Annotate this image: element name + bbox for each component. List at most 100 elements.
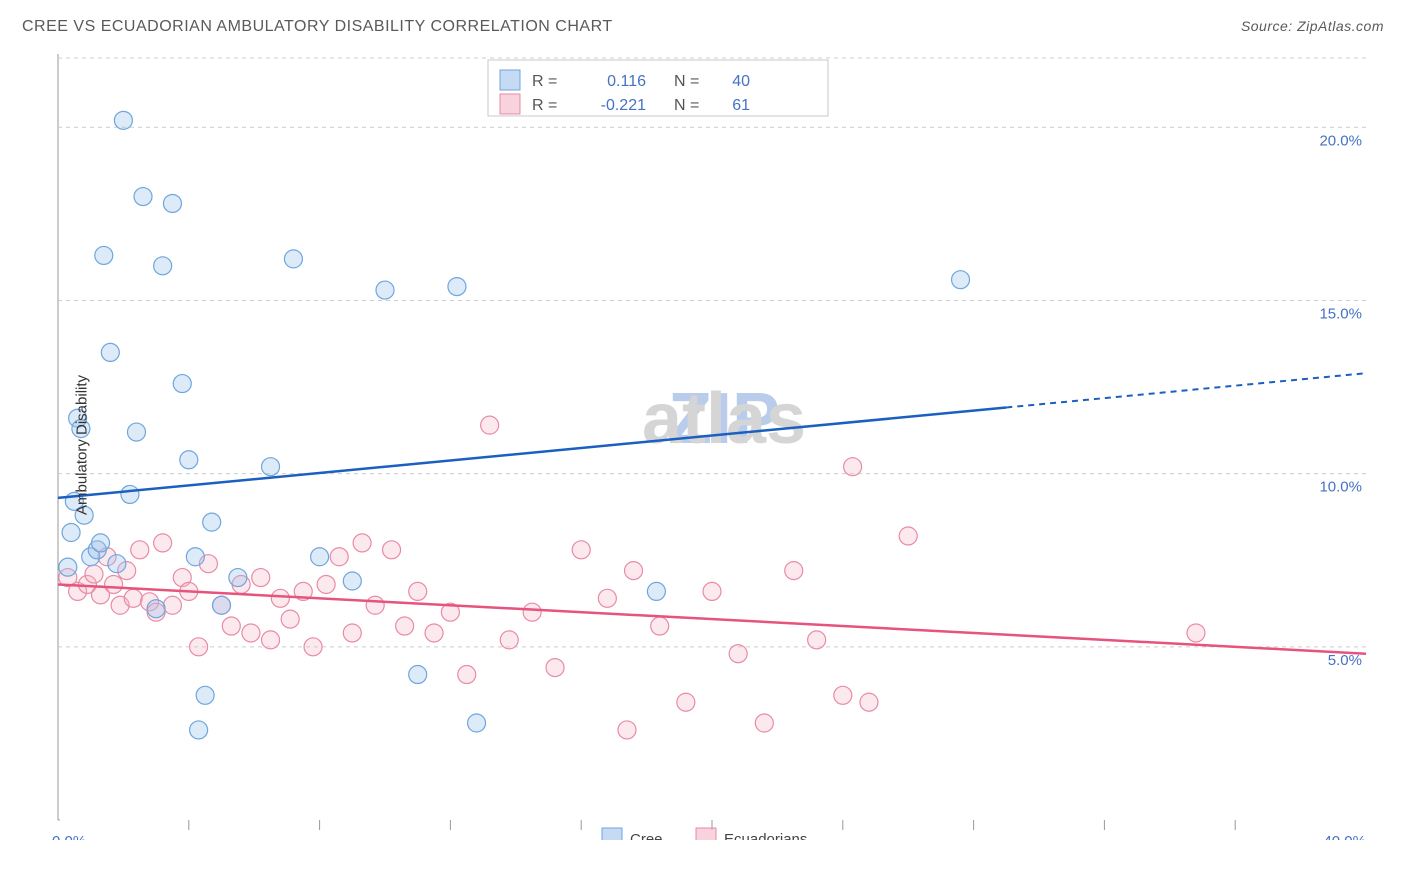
data-point (409, 666, 427, 684)
data-point (755, 714, 773, 732)
data-point (180, 451, 198, 469)
data-point (703, 582, 721, 600)
data-point (222, 617, 240, 635)
legend-bottom-swatch-ecu (696, 828, 716, 840)
data-point (366, 596, 384, 614)
data-point (1187, 624, 1205, 642)
x-tick-label-left: 0.0% (52, 833, 86, 840)
data-point (844, 458, 862, 476)
data-point (173, 375, 191, 393)
data-point (500, 631, 518, 649)
correlation-scatter-chart: 5.0%10.0%15.0%20.0%0.0%40.0%ZIPatlasR =0… (48, 50, 1378, 840)
data-point (127, 423, 145, 441)
data-point (121, 485, 139, 503)
data-point (383, 541, 401, 559)
data-point (481, 416, 499, 434)
data-point (448, 278, 466, 296)
data-point (458, 666, 476, 684)
data-point (59, 558, 77, 576)
data-point (95, 246, 113, 264)
data-point (304, 638, 322, 656)
legend-n-label: N = (674, 73, 699, 90)
legend-r-value-cree: 0.116 (607, 73, 646, 90)
data-point (186, 548, 204, 566)
data-point (409, 582, 427, 600)
data-point (343, 624, 361, 642)
data-point (154, 534, 172, 552)
data-point (598, 589, 616, 607)
data-point (190, 638, 208, 656)
data-point (62, 524, 80, 542)
legend-swatch-ecu (500, 94, 520, 114)
data-point (647, 582, 665, 600)
data-point (262, 631, 280, 649)
data-point (546, 659, 564, 677)
chart-title: CREE VS ECUADORIAN AMBULATORY DISABILITY… (22, 18, 613, 36)
legend-n-value-cree: 40 (732, 73, 750, 90)
legend-r-value-ecu: -0.221 (601, 97, 646, 114)
data-point (330, 548, 348, 566)
data-point (163, 596, 181, 614)
legend-bottom-label-cree: Cree (630, 831, 663, 840)
data-point (281, 610, 299, 628)
data-point (353, 534, 371, 552)
source-prefix: Source: (1241, 18, 1297, 34)
legend-n-label: N = (674, 97, 699, 114)
data-point (572, 541, 590, 559)
data-point (252, 569, 270, 587)
data-point (952, 271, 970, 289)
data-point (124, 589, 142, 607)
data-point (101, 343, 119, 361)
data-point (190, 721, 208, 739)
data-point (425, 624, 443, 642)
data-point (147, 600, 165, 618)
data-point (343, 572, 361, 590)
legend-stats: R =0.116N =40R =-0.221N =61 (488, 60, 828, 116)
data-point (134, 188, 152, 206)
data-point (108, 555, 126, 573)
data-point (203, 513, 221, 531)
data-point (834, 686, 852, 704)
trend-line-cree-extrapolated (1006, 373, 1366, 407)
y-axis-label: Ambulatory Disability (74, 375, 91, 515)
data-point (899, 527, 917, 545)
legend-r-label: R = (532, 73, 557, 90)
data-point (131, 541, 149, 559)
data-point (677, 693, 695, 711)
y-tick-label: 20.0% (1319, 132, 1362, 149)
y-tick-label: 15.0% (1319, 305, 1362, 322)
trend-line-cree (58, 407, 1006, 497)
legend-swatch-cree (500, 70, 520, 90)
data-point (213, 596, 231, 614)
svg-text:atlas: atlas (642, 379, 806, 459)
data-point (262, 458, 280, 476)
data-point (808, 631, 826, 649)
data-point (92, 534, 110, 552)
legend-bottom-label-ecu: Ecuadorians (724, 831, 807, 840)
data-point (271, 589, 289, 607)
data-point (311, 548, 329, 566)
data-point (376, 281, 394, 299)
data-point (229, 569, 247, 587)
data-point (114, 111, 132, 129)
legend-bottom-swatch-cree (602, 828, 622, 840)
data-point (396, 617, 414, 635)
data-point (105, 575, 123, 593)
data-point (523, 603, 541, 621)
data-point (242, 624, 260, 642)
data-point (163, 194, 181, 212)
data-point (196, 686, 214, 704)
legend-r-label: R = (532, 97, 557, 114)
data-point (154, 257, 172, 275)
data-point (618, 721, 636, 739)
source-name: ZipAtlas.com (1297, 18, 1384, 34)
data-point (729, 645, 747, 663)
data-point (651, 617, 669, 635)
legend-series: Cree Ecuadorians (602, 828, 807, 840)
data-point (284, 250, 302, 268)
data-point (85, 565, 103, 583)
y-tick-label: 10.0% (1319, 479, 1362, 496)
data-point (317, 575, 335, 593)
plot-area: Ambulatory Disability 5.0%10.0%15.0%20.0… (48, 50, 1378, 840)
data-point (860, 693, 878, 711)
